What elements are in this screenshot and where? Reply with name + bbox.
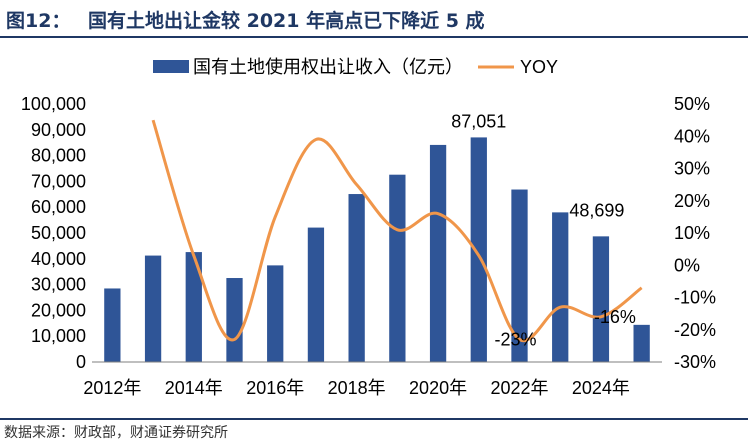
revenue-bar xyxy=(348,194,365,362)
x-axis-tick-label: 2022年 xyxy=(490,378,548,398)
x-axis-tick-label: 2012年 xyxy=(83,378,141,398)
revenue-bar xyxy=(470,137,487,362)
left-axis-tick-label: 10,000 xyxy=(31,326,86,346)
figure-title-text: 国有土地出让金较 2021 年高点已下降近 5 成 xyxy=(88,10,485,32)
left-axis-tick-label: 100,000 xyxy=(21,94,86,114)
title-divider xyxy=(0,36,748,38)
right-axis-tick-label: -20% xyxy=(674,320,716,340)
right-axis-tick-label: 50% xyxy=(674,94,710,114)
left-axis-tick-label: 30,000 xyxy=(31,275,86,295)
left-axis-tick-label: 20,000 xyxy=(31,300,86,320)
right-axis-tick-label: -30% xyxy=(674,352,716,372)
revenue-bar xyxy=(389,174,406,362)
figure-number: 图12： xyxy=(6,10,71,32)
left-axis-tick-label: 40,000 xyxy=(31,249,86,269)
right-axis-tick-label: 10% xyxy=(674,223,710,243)
x-axis-tick-label: 2024年 xyxy=(572,378,630,398)
data-label: 48,699 xyxy=(569,200,624,220)
legend-bar-swatch xyxy=(153,60,189,73)
revenue-bar xyxy=(267,265,284,362)
data-source-note: 数据来源：财政部，财通证券研究所 xyxy=(4,425,228,441)
x-axis-tick-label: 2014年 xyxy=(165,378,223,398)
data-label: -23% xyxy=(494,329,536,349)
left-axis-tick-label: 60,000 xyxy=(31,197,86,217)
revenue-bar xyxy=(633,324,650,362)
left-axis-tick-label: 70,000 xyxy=(31,171,86,191)
revenue-bar xyxy=(552,212,569,362)
x-axis-tick-label: 2018年 xyxy=(328,378,386,398)
revenue-bar xyxy=(429,144,447,362)
right-axis-tick-label: 0% xyxy=(674,255,700,275)
revenue-bar xyxy=(307,227,325,362)
figure-title: 图12： 国有土地出让金较 2021 年高点已下降近 5 成 xyxy=(0,0,748,34)
revenue-bar xyxy=(226,278,243,362)
left-axis-tick-label: 0 xyxy=(76,352,86,372)
land-revenue-chart: 国有土地使用权出让收入（亿元） YOY 0 10,000 20,000 30,000 40,… xyxy=(21,57,716,398)
right-axis-tick-label: 30% xyxy=(674,159,710,179)
legend-bar-label: 国有土地使用权出让收入（亿元） xyxy=(193,57,463,77)
right-axis-tick-label: 40% xyxy=(674,126,710,146)
revenue-bar xyxy=(511,189,528,362)
x-axis-tick-label: 2016年 xyxy=(246,378,304,398)
x-axis-tick-label: 2020年 xyxy=(409,378,467,398)
left-axis-tick-label: 80,000 xyxy=(31,146,86,166)
left-axis-tick-label: 50,000 xyxy=(31,223,86,243)
revenue-bar xyxy=(144,255,162,362)
right-axis-tick-label: -10% xyxy=(674,288,716,308)
data-label: -16% xyxy=(594,307,636,327)
revenue-bar xyxy=(185,252,202,362)
yoy-line xyxy=(151,119,643,343)
revenue-bar xyxy=(592,236,610,362)
revenue-bar xyxy=(104,288,121,362)
data-label: 87,051 xyxy=(451,111,506,131)
left-axis-tick-label: 90,000 xyxy=(31,120,86,140)
right-axis-tick-label: 20% xyxy=(674,191,710,211)
legend-line-label: YOY xyxy=(520,57,558,77)
footer-divider xyxy=(0,418,748,420)
